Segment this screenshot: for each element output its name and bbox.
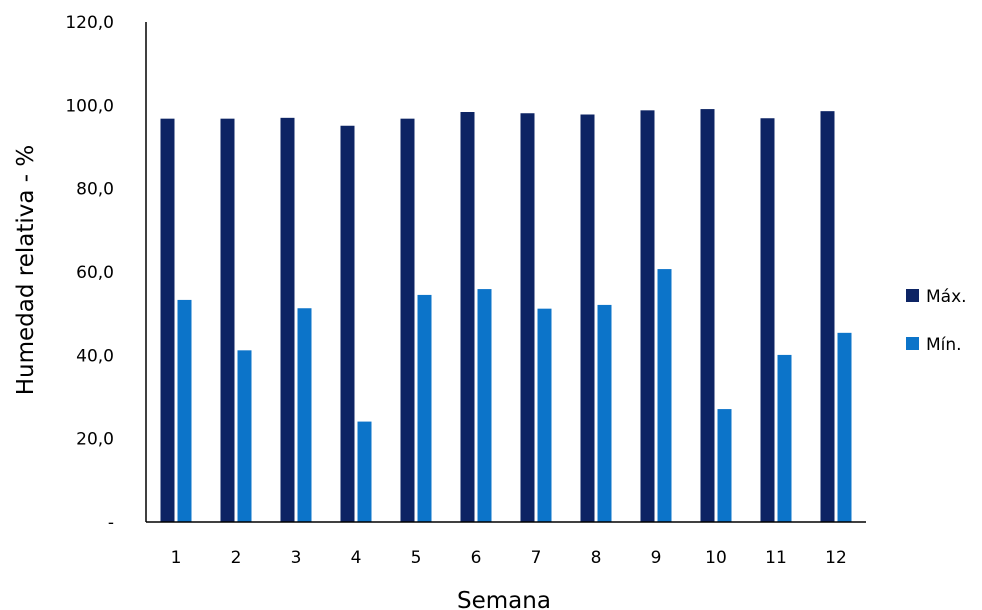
x-tick-label: 5 [411, 548, 422, 568]
bar-min-week-1 [177, 299, 192, 522]
bar-min-week-5 [417, 294, 432, 522]
x-tick-label: 3 [291, 548, 302, 568]
bar-min-week-4 [357, 421, 372, 522]
x-tick-label: 1 [171, 548, 182, 568]
x-tick-label: 10 [705, 548, 727, 568]
bar-min-week-2 [237, 350, 252, 522]
bar-max-week-5 [400, 118, 415, 523]
bar-min-week-8 [597, 304, 612, 522]
y-tick-label: 40,0 [76, 346, 114, 366]
y-tick-label: 120,0 [65, 13, 114, 33]
bar-max-week-10 [700, 109, 715, 522]
x-axis-title: Semana [457, 588, 551, 610]
legend-label-max: Máx. [926, 287, 967, 307]
bar-max-week-6 [460, 112, 475, 522]
bar-min-week-3 [297, 308, 312, 522]
x-tick-label: 12 [825, 548, 847, 568]
bars-group [160, 109, 852, 523]
bar-max-week-3 [280, 117, 295, 522]
bar-max-week-8 [580, 114, 595, 522]
bar-min-week-12 [837, 332, 852, 522]
bar-min-week-9 [657, 269, 672, 522]
y-tick-label: 20,0 [76, 430, 114, 450]
bar-max-week-7 [520, 113, 535, 522]
y-axis-title: Humedad relativa - % [13, 145, 39, 396]
x-tick-label: 4 [351, 548, 362, 568]
bar-max-week-1 [160, 118, 175, 523]
legend-label-min: Mín. [926, 335, 962, 355]
y-tick-label: 100,0 [65, 96, 114, 116]
bar-min-week-7 [537, 308, 552, 522]
y-tick-label: - [108, 513, 114, 533]
x-tick-label: 9 [651, 548, 662, 568]
legend-swatch-max [906, 289, 919, 302]
bar-max-week-4 [340, 125, 355, 522]
bar-max-week-2 [220, 118, 235, 523]
x-tick-labels: 1 2 3 4 5 6 7 8 9 10 11 12 [171, 548, 847, 568]
y-tick-label: 80,0 [76, 180, 114, 200]
bar-max-week-12 [820, 111, 835, 523]
bar-min-week-6 [477, 289, 492, 522]
x-tick-label: 6 [471, 548, 482, 568]
x-tick-label: 11 [765, 548, 787, 568]
y-tick-label: 60,0 [76, 263, 114, 283]
bar-max-week-9 [640, 110, 655, 522]
bar-max-week-11 [760, 118, 775, 522]
x-tick-label: 8 [591, 548, 602, 568]
y-tick-labels: - 20,0 40,0 60,0 80,0 100,0 120,0 [65, 13, 114, 533]
bar-min-week-11 [777, 354, 792, 522]
x-tick-label: 2 [231, 548, 242, 568]
bar-min-week-10 [717, 409, 732, 522]
legend-swatch-min [906, 337, 919, 350]
x-tick-label: 7 [531, 548, 542, 568]
legend: Máx. Mín. [906, 287, 967, 355]
